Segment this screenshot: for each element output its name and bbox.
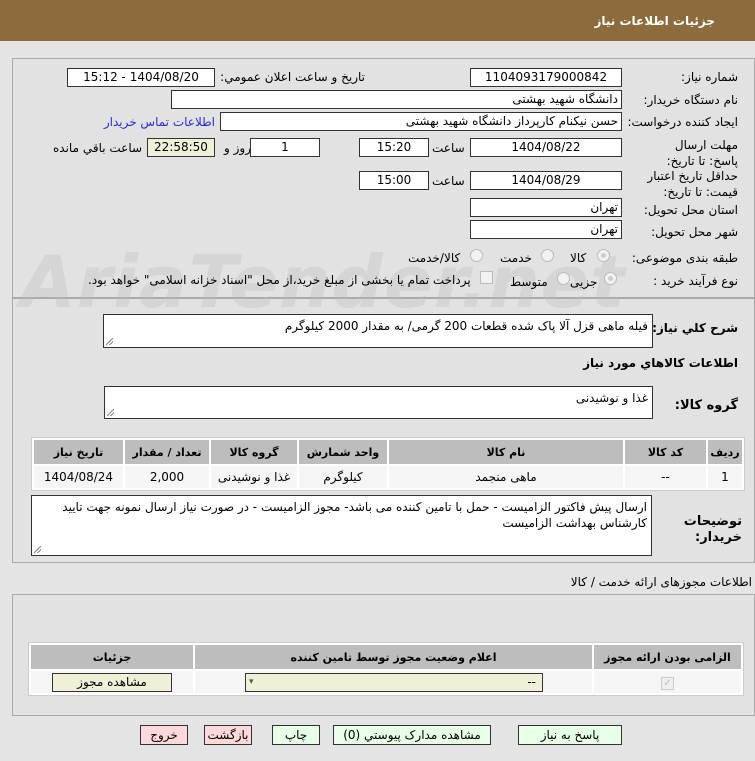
status-select-value: -- [527, 674, 536, 689]
col-group: گروه کالا [211, 440, 297, 464]
days-label: روز و [224, 141, 251, 155]
payment-checkbox[interactable] [480, 271, 493, 284]
watermark-logo: AriaTender.net [20, 240, 626, 324]
goods-table: رديف کد کالا نام کالا واحد شمارش گروه کا… [31, 437, 745, 491]
page-header: جزئیات اطلاعات نیاز [0, 0, 755, 44]
deadline-time-field: 15:20 [359, 138, 429, 157]
permits-table: الزامی بودن ارائه مجوز اعلام وضعیت مجوز … [28, 642, 744, 696]
process-option-minor: جزیی [570, 275, 598, 289]
province-label: استان محل تحویل: [643, 203, 738, 217]
view-permit-button[interactable]: مشاهده مجوز [52, 672, 172, 692]
back-button[interactable]: بازگشت [204, 725, 252, 745]
process-label: نوع فرآیند خرید : [653, 274, 738, 288]
col-row: رديف [708, 440, 742, 464]
creator-field: حسن نیکنام کارپرداز دانشگاه شهید بهشتی [220, 112, 622, 131]
category-radio-service[interactable] [541, 249, 554, 262]
col-code: کد کالا [625, 440, 706, 464]
category-option-both: کالا/خدمت [408, 251, 461, 265]
exit-button[interactable]: خروج [140, 725, 188, 745]
cell-qty: 2,000 [125, 466, 209, 488]
col-unit: واحد شمارش [299, 440, 387, 464]
validity-time-label: ساعت [432, 174, 465, 188]
col-date: تاریخ نیاز [34, 440, 123, 464]
permits-section-title: اطلاعات مجوزهای ارائه خدمت / کالا [570, 575, 752, 589]
announce-field: 1404/08/20 - 15:12 [67, 68, 215, 87]
category-label: طبقه بندی موضوعی: [631, 251, 738, 265]
validity-label: حداقل تاريخ اعتبار قيمت: تا تاريخ: [647, 169, 738, 199]
city-field: تهران [470, 220, 622, 239]
remaining-time-field: 22:58:50 [147, 138, 215, 157]
contact-buyer-link[interactable]: اطلاعات تماس خريدار [103, 115, 215, 129]
col-required: الزامی بودن ارائه مجوز [594, 645, 741, 669]
category-option-service: خدمت [500, 251, 532, 265]
col-details: جزئیات [31, 645, 193, 669]
reply-button[interactable]: پاسخ به نياز [518, 725, 622, 745]
cell-code: -- [625, 466, 706, 488]
cell-date: 1404/08/24 [34, 466, 123, 488]
description-label: شرح کلي نياز: [652, 321, 738, 335]
cell-unit: کیلوگرم [299, 466, 387, 488]
province-field: تهران [470, 198, 622, 217]
buyer-label: نام دستگاه خريدار: [643, 93, 739, 107]
description-textarea[interactable]: فیله ماهی قزل آلا پاک شده قطعات 200 گرمی… [103, 314, 653, 348]
col-qty: تعداد / مقدار [125, 440, 209, 464]
validity-date-field: 1404/08/29 [470, 171, 622, 190]
validity-time-field: 15:00 [359, 171, 429, 190]
goods-section-title: اطلاعات کالاهاي مورد نياز [583, 356, 738, 370]
process-radio-minor[interactable] [604, 272, 617, 285]
need-number-field: 1104093179000842 [470, 68, 622, 87]
attachments-button[interactable]: مشاهده مدارک پيوستي (0) [333, 725, 491, 745]
payment-note: پرداخت تمام یا بخشی از مبلغ خرید،از محل … [88, 273, 471, 287]
page-title: جزئیات اطلاعات نیاز [594, 14, 715, 28]
process-radio-medium[interactable] [557, 272, 570, 285]
table-row: ✓ -- ▾ مشاهده مجوز [31, 671, 741, 693]
buyer-field: دانشگاه شهید بهشتی [171, 90, 622, 109]
chevron-down-icon: ▾ [249, 676, 254, 687]
notes-label: توضيحات خريدار: [683, 514, 742, 545]
deadline-label: مهلت ارسال پاسخ: تا تاريخ: [666, 138, 738, 168]
table-row: 1 -- ماهی منجمد کیلوگرم غذا و نوشیدنی 2,… [34, 466, 742, 488]
deadline-time-label: ساعت [432, 141, 465, 155]
city-label: شهر محل تحویل: [651, 225, 738, 239]
col-status: اعلام وضعیت مجوز توسط تامین کننده [195, 645, 592, 669]
print-button[interactable]: چاپ [272, 725, 320, 745]
need-number-label: شماره نیاز: [681, 70, 738, 84]
goods-group-label: گروه کالا: [674, 398, 738, 413]
category-radio-both[interactable] [470, 249, 483, 262]
col-name: نام کالا [389, 440, 623, 464]
deadline-date-field: 1404/08/22 [470, 138, 622, 157]
notes-textarea[interactable]: ارسال پیش فاکتور الزامیست - حمل با تامین… [31, 495, 652, 556]
cell-name: ماهی منجمد [389, 466, 623, 488]
category-option-goods: کالا [570, 251, 587, 265]
cell-row: 1 [708, 466, 742, 488]
process-option-medium: متوسط [510, 275, 548, 289]
creator-label: ايجاد کننده درخواست: [627, 115, 738, 129]
remaining-label: ساعت باقي مانده [53, 141, 143, 155]
cell-group: غذا و نوشیدنی [211, 466, 297, 488]
days-field: 1 [250, 138, 320, 157]
status-select[interactable]: -- ▾ [245, 672, 543, 692]
goods-group-textarea[interactable]: غذا و نوشیدنی [104, 386, 653, 419]
required-checkbox[interactable]: ✓ [661, 676, 674, 690]
announce-label: تاریخ و ساعت اعلان عمومي: [220, 70, 365, 84]
category-radio-goods[interactable] [597, 249, 610, 262]
